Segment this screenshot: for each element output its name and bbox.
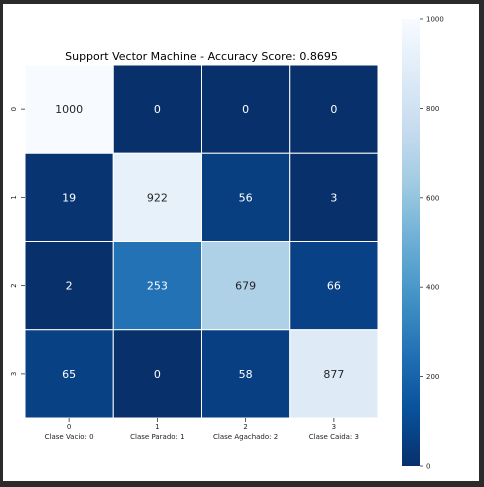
colorbar-tick-label-1: 200 <box>426 373 439 381</box>
heatmap-cell-r2-c1 <box>112 241 202 331</box>
cell-value-r1-c0: 19 <box>62 191 76 204</box>
heatmap-cell-r1-c3 <box>289 152 379 242</box>
heatmap-cell-labels: 1000 0 0 0 19 922 56 3 2 253 679 66 65 0 58 877 <box>55 103 344 381</box>
cell-value-r3-c1: 0 <box>154 368 161 381</box>
cell-value-r0-c2: 0 <box>242 103 249 116</box>
heatmap-cell-r1-c2 <box>201 152 291 242</box>
colorbar: 0 200 400 600 800 1000 <box>402 16 444 471</box>
colorbar-tick-label-5: 1000 <box>426 16 444 24</box>
colorbar-tick-label-0: 0 <box>426 463 430 471</box>
heatmap-cell-r0-c0 <box>24 64 114 154</box>
y-axis-ticks: 0 1 2 3 <box>10 107 25 376</box>
x-tick-label-1: Clase Parado: 1 <box>130 433 184 441</box>
heatmap-cell-r3-c3 <box>289 329 379 419</box>
x-tick-number-2: 2 <box>243 423 247 431</box>
heatmap-cells <box>24 64 379 419</box>
cell-value-r0-c1: 0 <box>154 103 161 116</box>
cell-value-r1-c3: 3 <box>330 191 337 204</box>
heatmap-cell-r3-c2 <box>201 329 291 419</box>
x-tick-label-0: Clase Vacio: 0 <box>45 433 94 441</box>
chart-title: Support Vector Machine - Accuracy Score:… <box>65 50 338 63</box>
cell-value-r3-c3: 877 <box>323 368 344 381</box>
y-tick-label-2: 2 <box>10 283 18 287</box>
heatmap-cell-r3-c1 <box>112 329 202 419</box>
x-tick-number-1: 1 <box>155 423 159 431</box>
colorbar-tick-label-3: 600 <box>426 194 439 202</box>
cell-value-r0-c0: 1000 <box>55 103 83 116</box>
x-tick-number-0: 0 <box>67 423 71 431</box>
x-tick-label-2: Clase Agachado: 2 <box>213 433 278 441</box>
heatmap-cell-r2-c2 <box>201 241 291 331</box>
y-tick-label-3: 3 <box>10 372 18 376</box>
colorbar-tick-label-2: 400 <box>426 284 439 292</box>
cell-value-r2-c3: 66 <box>327 280 341 293</box>
y-tick-label-0: 0 <box>10 107 18 111</box>
cell-value-r3-c0: 65 <box>62 368 76 381</box>
x-tick-label-3: Clase Caida: 3 <box>309 433 359 441</box>
cell-value-r1-c1: 922 <box>147 191 168 204</box>
heatmap-cell-r2-c3 <box>289 241 379 331</box>
cell-value-r3-c2: 58 <box>239 368 253 381</box>
cell-value-r1-c2: 56 <box>239 191 253 204</box>
colorbar-tick-label-4: 800 <box>426 105 439 113</box>
colorbar-gradient <box>402 19 420 466</box>
cell-value-r0-c3: 0 <box>330 103 337 116</box>
x-tick-number-3: 3 <box>332 423 336 431</box>
x-axis-ticks: 0 Clase Vacio: 0 1 Clase Parado: 1 2 Clase Ag… <box>45 418 359 441</box>
cell-value-r2-c0: 2 <box>66 280 73 293</box>
heatmap-cell-r2-c0 <box>24 241 114 331</box>
cell-value-r2-c2: 679 <box>235 280 256 293</box>
y-tick-label-1: 1 <box>10 195 18 199</box>
cell-value-r2-c1: 253 <box>147 280 168 293</box>
